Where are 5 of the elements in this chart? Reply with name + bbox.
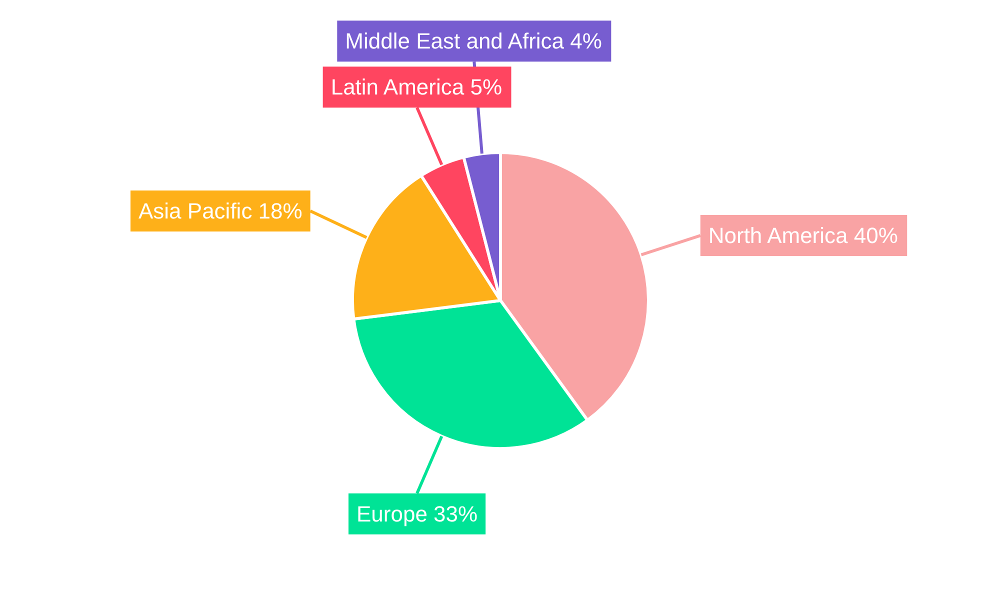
- slice-label: North America 40%: [708, 223, 898, 248]
- slice-label: Latin America 5%: [330, 74, 502, 100]
- slice-label: Middle East and Africa 4%: [345, 28, 602, 54]
- slice-label: Europe 33%: [356, 501, 478, 526]
- slice-label: Asia Pacific 18%: [138, 198, 302, 224]
